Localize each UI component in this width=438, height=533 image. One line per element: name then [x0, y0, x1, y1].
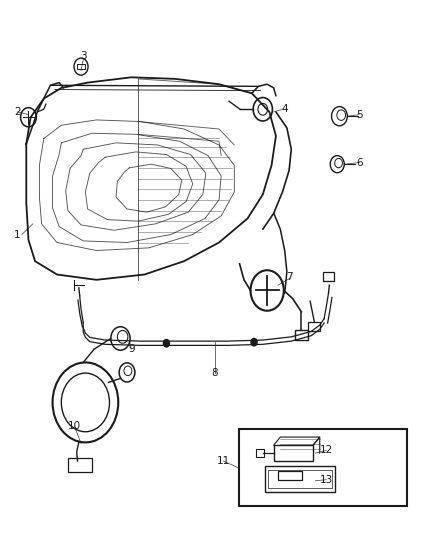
Text: 11: 11: [217, 456, 230, 466]
Bar: [278, 471, 302, 480]
Circle shape: [163, 340, 170, 347]
Text: 7: 7: [286, 272, 293, 282]
Bar: [239, 429, 407, 506]
Text: 10: 10: [68, 422, 81, 431]
Bar: [295, 330, 308, 340]
Text: 3: 3: [80, 51, 87, 61]
Bar: [274, 445, 313, 461]
Circle shape: [251, 338, 257, 346]
Text: 12: 12: [320, 446, 333, 455]
Bar: [256, 449, 264, 457]
Bar: [265, 466, 335, 492]
Bar: [308, 322, 320, 331]
Text: 13: 13: [320, 475, 333, 484]
Text: 5: 5: [356, 110, 363, 119]
Text: 2: 2: [14, 107, 21, 117]
Text: 9: 9: [128, 344, 135, 354]
Bar: [268, 470, 332, 488]
Text: 4: 4: [281, 104, 288, 114]
Text: 6: 6: [356, 158, 363, 167]
Bar: [77, 64, 85, 69]
Bar: [323, 272, 334, 281]
Bar: [68, 458, 92, 472]
Text: 8: 8: [211, 368, 218, 378]
Text: 1: 1: [14, 230, 21, 239]
